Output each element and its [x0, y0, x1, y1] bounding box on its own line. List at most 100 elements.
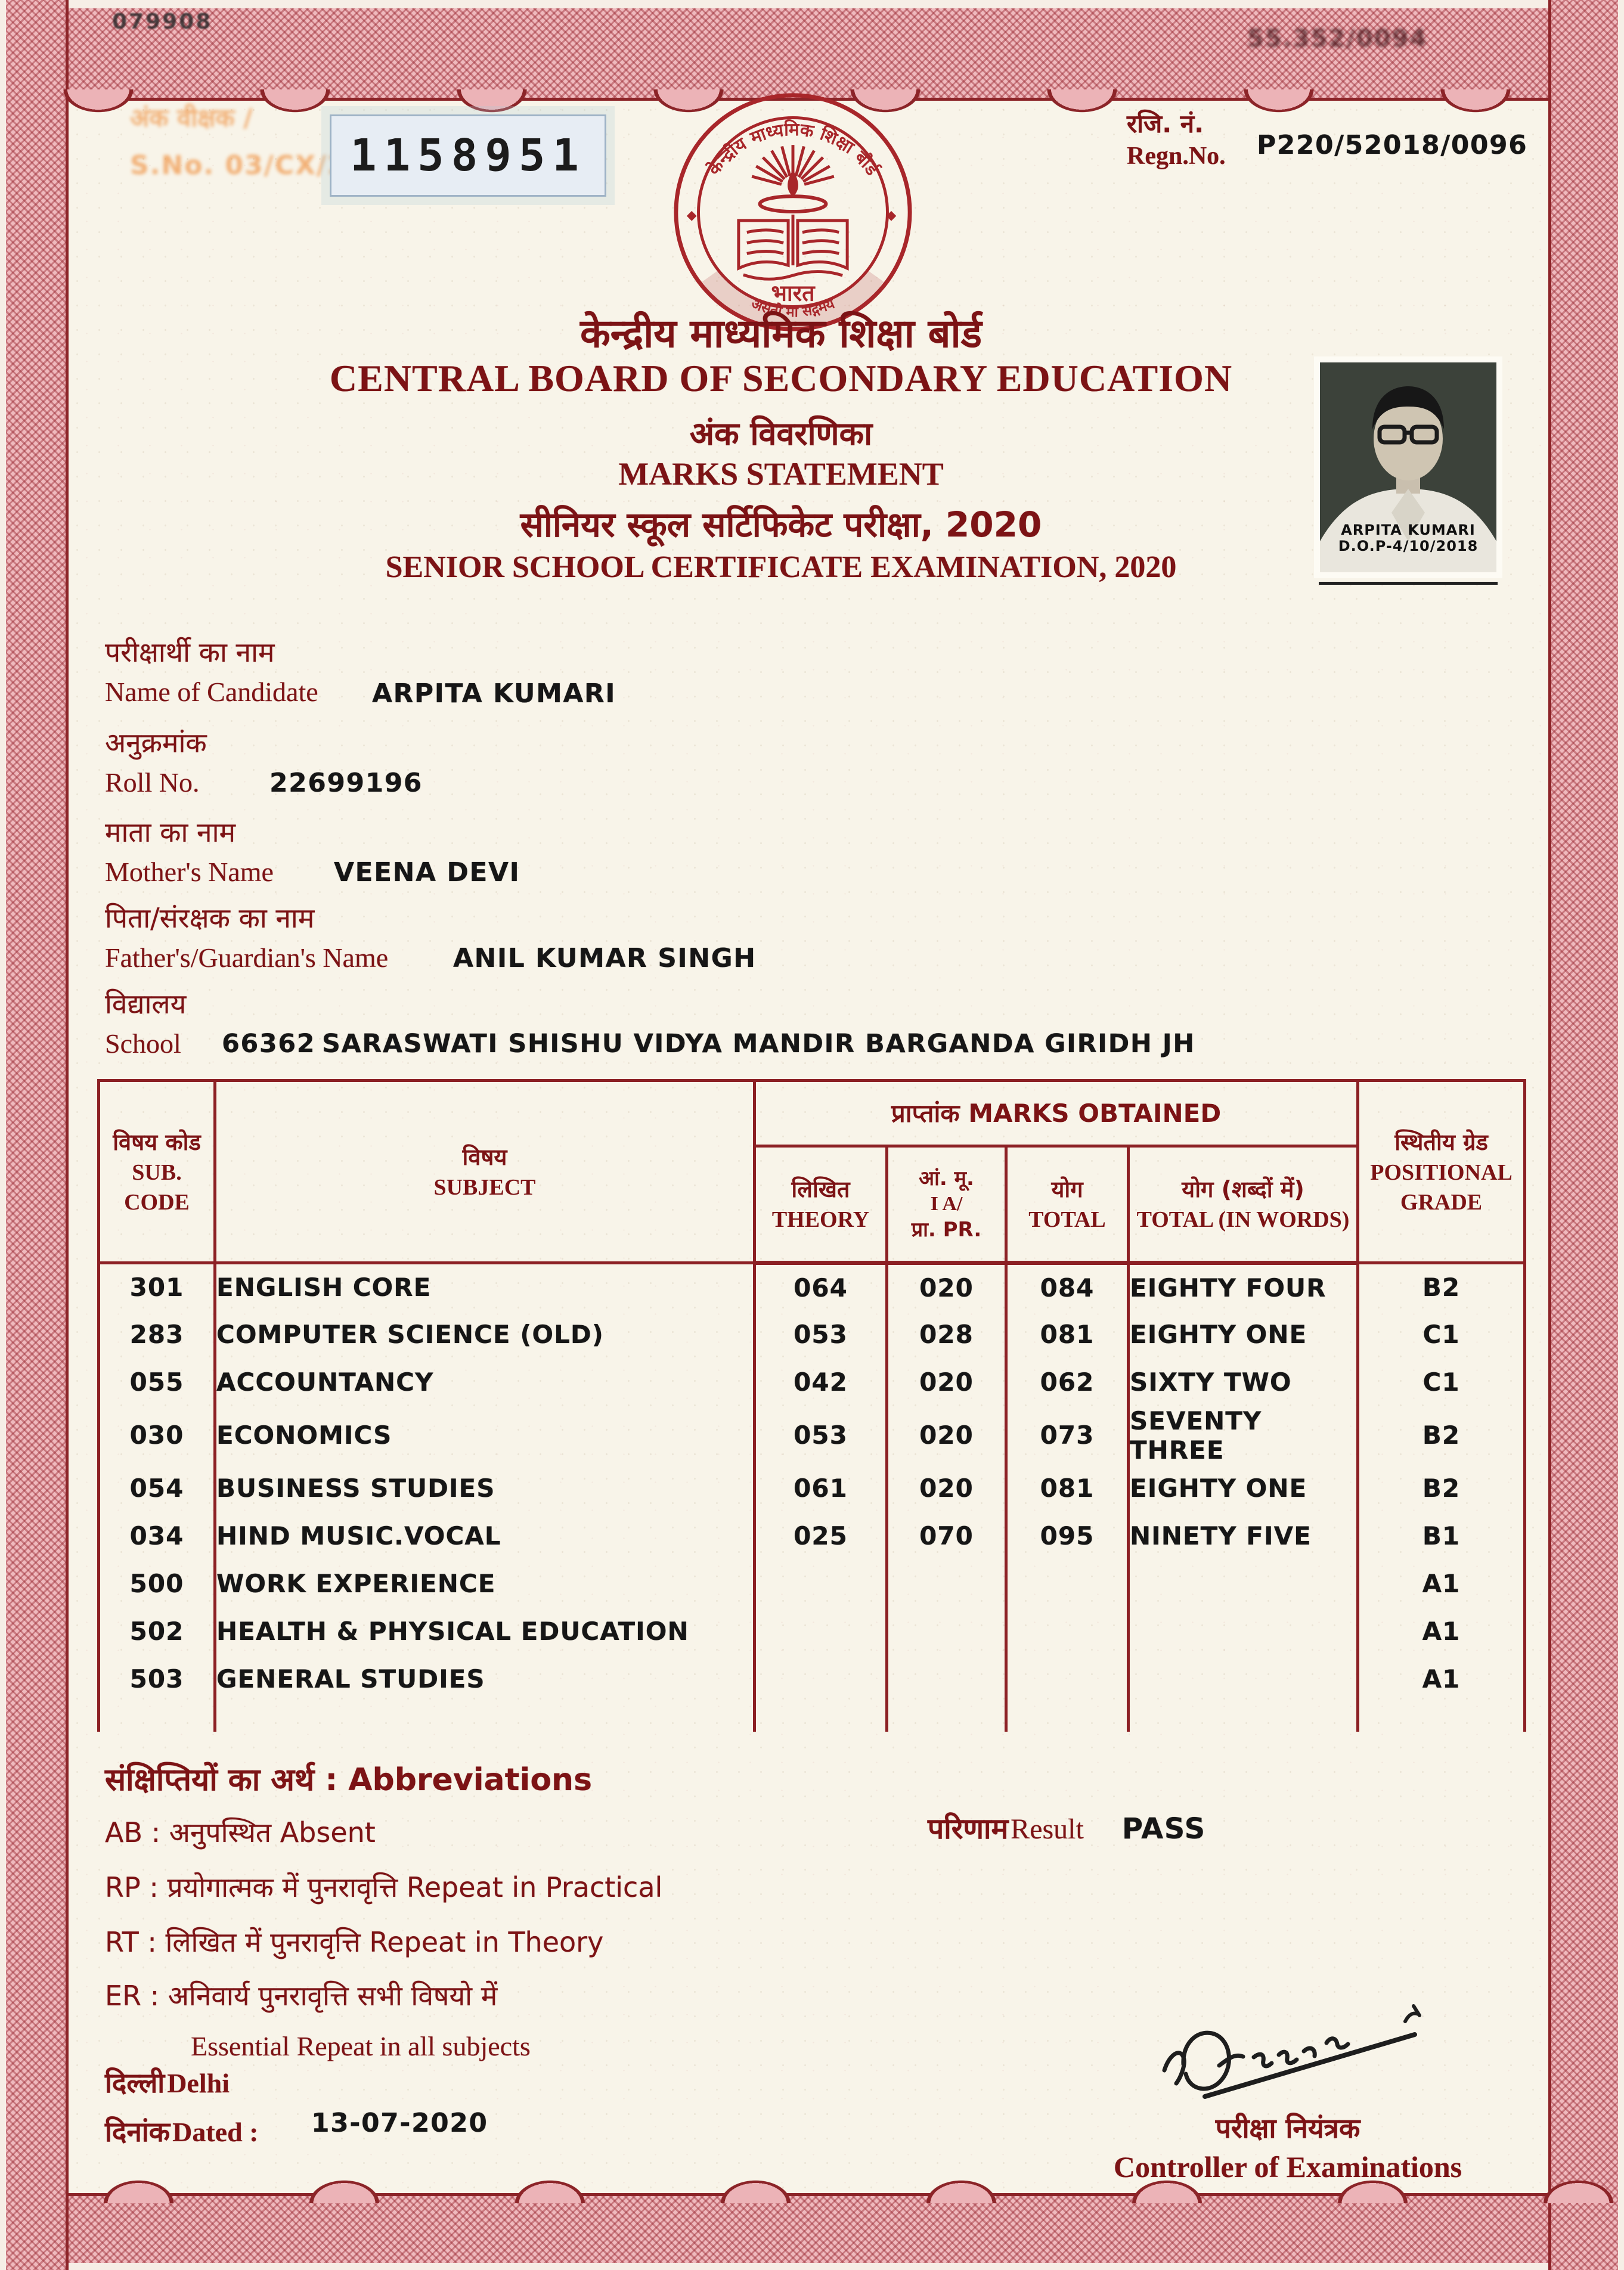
- cell-words: EIGHTY ONE: [1126, 1464, 1360, 1512]
- cell-grade: B2: [1356, 1406, 1527, 1465]
- serial-number-box: 1158951: [330, 114, 606, 197]
- marks-row: 301 ENGLISH CORE 064 020 084 EIGHTY FOUR B2: [97, 1263, 1527, 1311]
- candidate-photo-image: ARPITA KUMARI D.O.P-4/10/2018: [1320, 362, 1496, 572]
- cell-words: EIGHTY ONE: [1126, 1310, 1360, 1359]
- cell-ia: 028: [885, 1310, 1008, 1359]
- abbreviations-title: संक्षिप्तियों का अर्थ : Abbreviations: [105, 1762, 593, 1798]
- photo-caption: ARPITA KUMARI D.O.P-4/10/2018: [1320, 522, 1496, 554]
- header-grade-hi: स्थितीय ग्रेड: [1394, 1128, 1488, 1155]
- place-line: दिल्ली Delhi: [105, 2064, 230, 2101]
- abbreviation-ab: AB : अनुपस्थित Absent: [105, 1816, 376, 1849]
- cell-words: SEVENTY THREE: [1126, 1406, 1360, 1465]
- serial-number: 1158951: [350, 130, 586, 181]
- cell-theory: 053: [753, 1406, 888, 1465]
- header-grade-en1: POSITIONAL: [1370, 1159, 1513, 1185]
- seal-country-text: भारत: [771, 280, 816, 306]
- title-board-english: CENTRAL BOARD OF SECONDARY EDUCATION: [329, 357, 1233, 399]
- header-words: योग (शब्दों में) TOTAL (IN WORDS): [1126, 1145, 1360, 1265]
- field-roll-label-english: Roll No.: [105, 767, 200, 798]
- marks-row: 502 HEALTH & PHYSICAL EDUCATION A1: [97, 1607, 1527, 1655]
- cell-subject: HIND MUSIC.VOCAL: [213, 1512, 756, 1560]
- header-marks-obtained: प्राप्तांक MARKS OBTAINED: [752, 1079, 1360, 1148]
- header-total-en: TOTAL: [1028, 1207, 1106, 1232]
- cell-ia: [885, 1559, 1008, 1608]
- cell-grade: B1: [1356, 1512, 1527, 1560]
- cell-subject: ACCOUNTANCY: [213, 1358, 756, 1406]
- title-doc-english: MARKS STATEMENT: [618, 456, 944, 492]
- cell-code: 283: [97, 1310, 216, 1359]
- abbreviation-er: ER : अनिवार्य पुनरावृत्ति सभी विषयो में: [105, 1980, 498, 2012]
- regn-label-english: Regn.No.: [1127, 142, 1226, 170]
- cbse-seal-icon: केन्द्रीय माध्यमिक शिक्षा बोर्ड ◆ ◆: [674, 93, 912, 331]
- header-ia-en: I A/: [930, 1193, 963, 1215]
- marks-header-row-2: लिखित THEORY आं. मू. I A/ प्रा. PR. योग …: [99, 1145, 1525, 1265]
- header-ia-pr: प्रा. PR.: [911, 1218, 982, 1242]
- cell-empty: [1005, 1702, 1130, 1732]
- cell-ia: 020: [885, 1406, 1008, 1465]
- cell-total: [1005, 1559, 1130, 1608]
- marks-table-body: 301 ENGLISH CORE 064 020 084 EIGHTY FOUR B2 283…: [97, 1263, 1527, 1732]
- abbreviation-rp: RP : प्रयोगात्मक में पुनरावृत्ति Repeat …: [105, 1871, 663, 1903]
- cell-ia: 070: [885, 1512, 1008, 1560]
- cell-grade: B2: [1356, 1464, 1527, 1512]
- cell-code: 030: [97, 1406, 216, 1465]
- place-hindi: दिल्ली: [105, 2067, 165, 2099]
- signatory-title-english: Controller of Examinations: [1113, 2150, 1462, 2184]
- controller-signature: [1148, 1994, 1458, 2116]
- cell-total: 084: [1005, 1263, 1130, 1311]
- marks-row: 030 ECONOMICS 053 020 073 SEVENTY THREE B2: [97, 1406, 1527, 1465]
- border-band-bottom: [0, 2193, 1624, 2270]
- cell-theory: 042: [753, 1358, 888, 1406]
- header-ia: आं. मू. I A/ प्रा. PR.: [885, 1145, 1008, 1265]
- cell-theory: 064: [753, 1263, 888, 1311]
- result-line: परिणाम Result PASS: [928, 1809, 1206, 1847]
- regn-label-hindi: रजि. नं.: [1127, 109, 1204, 138]
- seal-open-book-icon: [737, 214, 849, 281]
- marks-filler-row: [97, 1702, 1527, 1732]
- abbreviation-rt: RT : लिखित में पुनरावृत्ति Repeat in The…: [105, 1926, 604, 1958]
- border-serial-top-left: 079908: [112, 10, 213, 34]
- cell-code: 055: [97, 1358, 216, 1406]
- cell-ia: 020: [885, 1358, 1008, 1406]
- cell-ia: [885, 1607, 1008, 1655]
- marks-row: 054 BUSINESS STUDIES 061 020 081 EIGHTY ONE B2: [97, 1464, 1527, 1512]
- cell-grade: C1: [1356, 1358, 1527, 1406]
- cell-theory: 025: [753, 1512, 888, 1560]
- header-subject: विषय SUBJECT: [213, 1079, 756, 1264]
- cell-grade: B2: [1356, 1263, 1527, 1311]
- cell-words: NINETY FIVE: [1126, 1512, 1360, 1560]
- field-school-label-english: School: [105, 1028, 181, 1059]
- field-roll-value: 22699196: [269, 768, 423, 798]
- header-theory-en: THEORY: [771, 1207, 870, 1232]
- marks-row: 034 HIND MUSIC.VOCAL 025 070 095 NINETY FIVE B…: [97, 1512, 1527, 1560]
- marks-row: 503 GENERAL STUDIES A1: [97, 1655, 1527, 1703]
- cell-empty: [97, 1702, 216, 1732]
- border-band-top: [0, 0, 1624, 101]
- field-father-label-english: Father's/Guardian's Name: [105, 942, 389, 973]
- header-subject-en: SUBJECT: [433, 1174, 536, 1200]
- cell-subject: HEALTH & PHYSICAL EDUCATION: [213, 1607, 756, 1655]
- cell-subject: BUSINESS STUDIES: [213, 1464, 756, 1512]
- header-sub-code: विषय कोड SUB. CODE: [97, 1079, 216, 1264]
- cell-empty: [1356, 1702, 1527, 1732]
- marks-header-row-1: विषय कोड SUB. CODE विषय SUBJECT प्राप्ता…: [97, 1079, 1527, 1264]
- header-subject-hi: विषय: [462, 1143, 507, 1170]
- field-roll-label-hindi: अनुक्रमांक: [105, 727, 207, 759]
- cell-total: [1005, 1655, 1130, 1703]
- date-line: दिनांक Dated :: [105, 2113, 258, 2150]
- cell-ia: [885, 1655, 1008, 1703]
- cell-total: [1005, 1607, 1130, 1655]
- photo-caption-dop: D.O.P-4/10/2018: [1338, 538, 1479, 554]
- cell-words: SIXTY TWO: [1126, 1358, 1360, 1406]
- cell-theory: [753, 1607, 888, 1655]
- signatory-title-hindi: परीक्षा नियंत्रक: [1215, 2112, 1360, 2144]
- marks-row: 283 COMPUTER SCIENCE (OLD) 053 028 081 EIGHTY…: [97, 1310, 1527, 1359]
- field-mother-label-hindi: माता का नाम: [105, 816, 235, 848]
- cell-total: 095: [1005, 1512, 1130, 1560]
- cell-subject: GENERAL STUDIES: [213, 1655, 756, 1703]
- photo-caption-name: ARPITA KUMARI: [1341, 522, 1476, 538]
- header-sub-code-en1: SUB.: [132, 1159, 182, 1185]
- cell-code: 034: [97, 1512, 216, 1560]
- border-band-right: [1548, 0, 1624, 2270]
